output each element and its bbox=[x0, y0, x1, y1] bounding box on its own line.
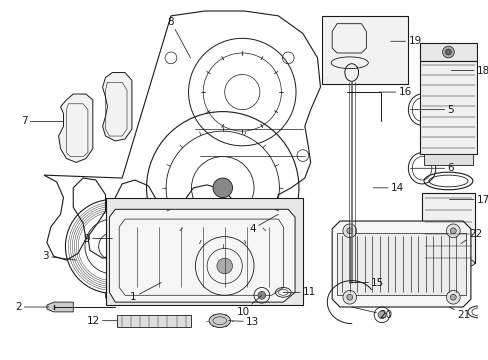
Bar bbox=[421, 193, 474, 263]
Text: 21: 21 bbox=[448, 307, 469, 320]
Circle shape bbox=[342, 224, 356, 238]
Circle shape bbox=[346, 228, 352, 234]
Circle shape bbox=[106, 240, 118, 252]
Text: 3: 3 bbox=[42, 251, 76, 261]
Text: 19: 19 bbox=[390, 36, 421, 46]
Text: 7: 7 bbox=[20, 116, 63, 126]
Circle shape bbox=[442, 46, 453, 58]
Circle shape bbox=[346, 294, 352, 300]
Text: 20: 20 bbox=[351, 307, 391, 320]
Text: 6: 6 bbox=[409, 163, 453, 173]
Text: 9: 9 bbox=[83, 234, 112, 244]
Text: 11: 11 bbox=[283, 287, 315, 297]
Text: 17: 17 bbox=[448, 194, 488, 204]
Bar bbox=[336, 233, 465, 295]
Circle shape bbox=[257, 291, 265, 299]
Bar bbox=[419, 61, 476, 154]
Polygon shape bbox=[331, 221, 470, 307]
Bar bbox=[322, 16, 407, 84]
Circle shape bbox=[342, 291, 356, 304]
Text: 10: 10 bbox=[236, 295, 261, 317]
Circle shape bbox=[446, 291, 459, 304]
Text: 13: 13 bbox=[228, 317, 259, 327]
Polygon shape bbox=[109, 209, 294, 302]
Text: 18: 18 bbox=[450, 66, 488, 76]
Text: 15: 15 bbox=[349, 278, 384, 288]
Circle shape bbox=[217, 258, 232, 274]
Polygon shape bbox=[102, 72, 132, 141]
Text: 8: 8 bbox=[167, 17, 190, 58]
Circle shape bbox=[479, 223, 488, 235]
Text: 2: 2 bbox=[15, 302, 49, 312]
Text: 4: 4 bbox=[249, 214, 278, 234]
Text: 1: 1 bbox=[130, 283, 161, 302]
Circle shape bbox=[449, 294, 455, 300]
Circle shape bbox=[449, 228, 455, 234]
Polygon shape bbox=[59, 94, 93, 162]
Text: 22: 22 bbox=[460, 229, 481, 243]
Polygon shape bbox=[47, 302, 73, 312]
Circle shape bbox=[213, 178, 232, 198]
Polygon shape bbox=[117, 315, 190, 327]
Ellipse shape bbox=[421, 257, 474, 269]
Bar bbox=[419, 43, 476, 61]
Ellipse shape bbox=[209, 314, 230, 328]
Bar bbox=[105, 198, 302, 305]
Circle shape bbox=[377, 311, 385, 319]
Text: 14: 14 bbox=[372, 183, 403, 193]
Circle shape bbox=[110, 291, 120, 300]
Text: 16: 16 bbox=[378, 87, 411, 97]
Text: 12: 12 bbox=[86, 316, 117, 326]
Bar bbox=[423, 154, 472, 165]
Text: 5: 5 bbox=[409, 105, 453, 114]
Circle shape bbox=[445, 49, 450, 55]
Circle shape bbox=[446, 224, 459, 238]
